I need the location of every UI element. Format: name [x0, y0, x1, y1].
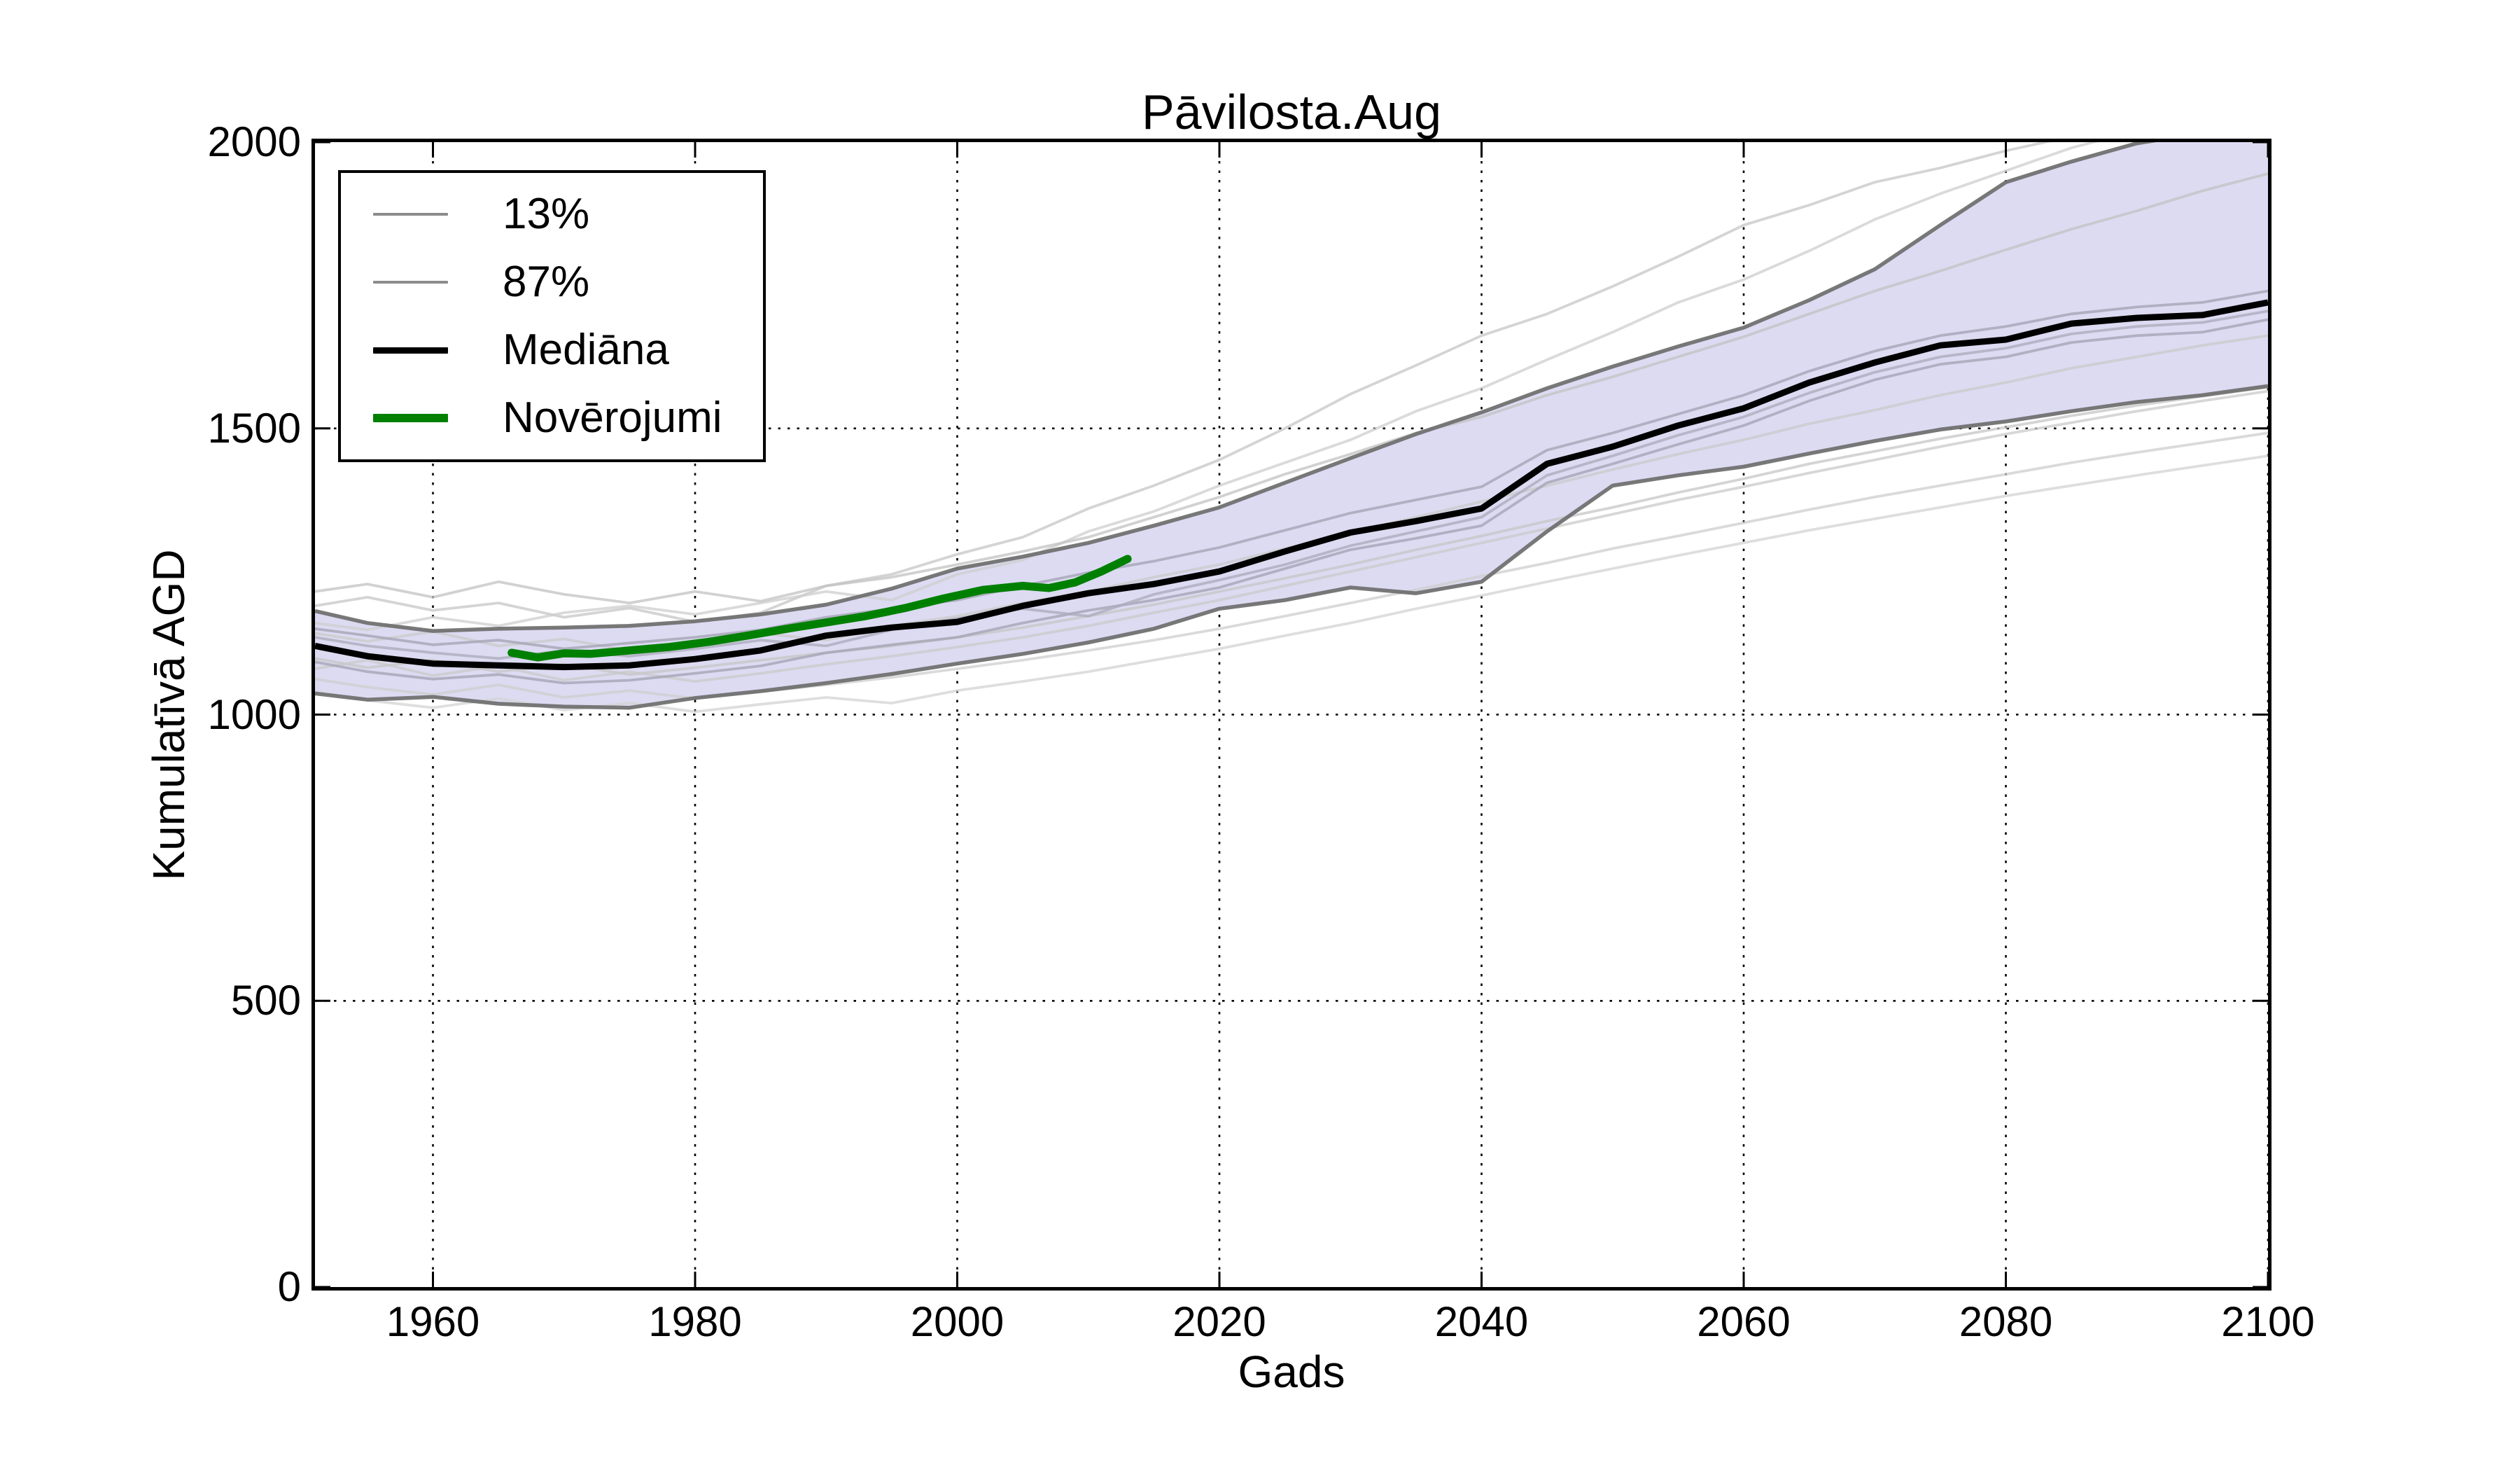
x-tick-label-2000: 2000	[910, 1298, 1004, 1345]
series-ensemble-run-5	[315, 386, 2268, 676]
x-tick-label-2100: 2100	[2221, 1298, 2315, 1345]
legend-item-Mediāna: Mediāna	[341, 317, 763, 384]
series-Medi-na	[315, 299, 2268, 671]
series-ensemble-run-7	[315, 454, 2268, 714]
series-ensemble-run-8	[315, 389, 2268, 683]
legend-line-sample	[373, 212, 448, 216]
legend-line-sample	[373, 280, 448, 284]
legend: 13% 87% Mediāna Novērojumi	[338, 170, 766, 462]
legend-line-sample	[373, 347, 448, 354]
x-tick-label-2020: 2020	[1172, 1298, 1266, 1345]
y-tick-label-500: 500	[230, 977, 301, 1024]
chart-title: Pāvilosta.Aug	[1141, 85, 1442, 139]
series-ensemble-run-3	[315, 172, 2268, 604]
x-axis-label: Gads	[1238, 1347, 1345, 1397]
legend-label: Novērojumi	[503, 394, 722, 443]
series-ensemble-run-9	[315, 289, 2268, 651]
series-ensemble-run-6	[315, 431, 2268, 700]
plot-area-border	[312, 139, 2272, 1291]
legend-item-Novērojumi: Novērojumi	[341, 384, 763, 452]
series-ensemble-run-11	[315, 310, 2268, 660]
series-ensemble-run-10	[315, 318, 2268, 685]
legend-label: 13%	[503, 189, 590, 238]
series-ensemble-run-1	[315, 142, 2052, 623]
legend-line-sample	[373, 414, 448, 423]
x-tick-label-2040: 2040	[1434, 1298, 1529, 1345]
y-tick-label-1500: 1500	[207, 404, 301, 452]
x-tick-label-2060: 2060	[1697, 1298, 1791, 1345]
y-tick-label-1000: 1000	[207, 690, 301, 738]
x-tick-label-2080: 2080	[1959, 1298, 2053, 1345]
series-87%	[315, 142, 2157, 633]
x-tick-label-1960: 1960	[386, 1298, 480, 1345]
legend-item-13%: 13%	[341, 181, 763, 248]
series-Nov-rojumi	[507, 555, 1132, 662]
x-tick-label-1980: 1980	[648, 1298, 742, 1345]
legend-label: 87%	[503, 257, 590, 306]
legend-item-87%: 87%	[341, 249, 763, 316]
series-ensemble-run-2	[315, 142, 2099, 632]
series-13%	[315, 384, 2268, 710]
y-tick-label-2000: 2000	[207, 118, 301, 165]
legend-label: Mediāna	[503, 326, 669, 375]
y-tick-label-0: 0	[277, 1263, 301, 1310]
